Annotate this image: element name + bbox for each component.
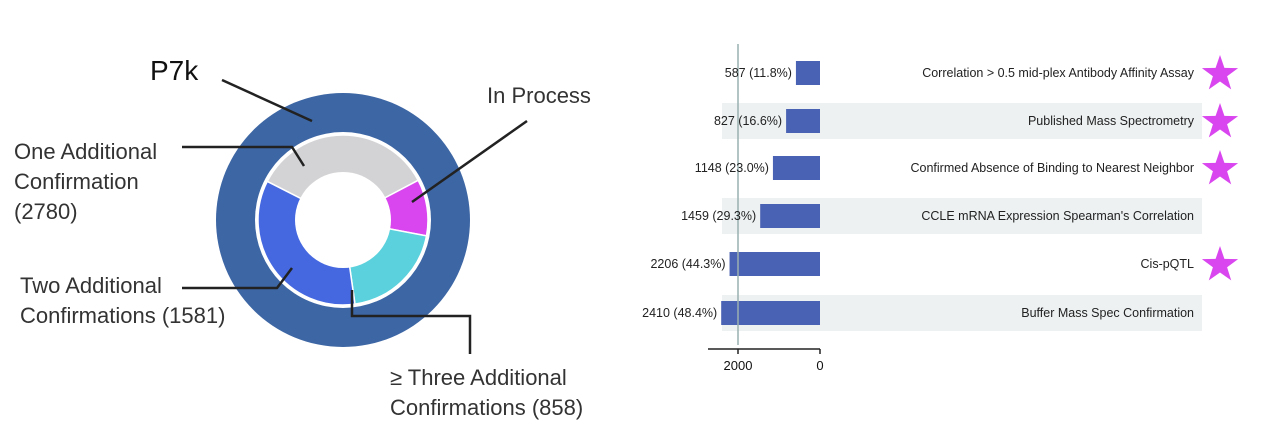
- x-tick-label: 0: [816, 358, 823, 373]
- leader-line-three-additional: [350, 290, 472, 354]
- category-label: Cis-pQTL: [1141, 257, 1195, 271]
- bar: [795, 61, 820, 85]
- category-label: Published Mass Spectrometry: [1028, 114, 1195, 128]
- donut-chart: P7k In Process One Additional Confirmati…: [14, 55, 591, 420]
- bar-labels: 587 (11.8%) Correlation > 0.5 mid-plex An…: [642, 66, 1195, 320]
- donut-hole: [295, 172, 391, 268]
- leader-line-title: [221, 78, 313, 123]
- category-label: Correlation > 0.5 mid-plex Antibody Affi…: [922, 66, 1195, 80]
- category-label: Buffer Mass Spec Confirmation: [1021, 306, 1194, 320]
- bar: [721, 301, 820, 325]
- bar: [772, 156, 820, 180]
- x-tick-label: 2000: [724, 358, 753, 373]
- category-label: Confirmed Absence of Binding to Nearest …: [911, 161, 1195, 175]
- label-in-process: In Process: [487, 83, 591, 108]
- bar-value-label: 1459 (29.3%): [681, 209, 756, 223]
- bar-value-label: 2206 (44.3%): [650, 257, 725, 271]
- bar: [786, 109, 820, 133]
- star-icon: [1201, 150, 1239, 185]
- star-icon: [1201, 103, 1239, 138]
- stars: [1201, 55, 1239, 281]
- label-three-additional: ≥ Three Additional Confirmations (858): [390, 365, 583, 420]
- bars: [721, 61, 820, 325]
- donut-title: P7k: [150, 55, 199, 86]
- bar-value-label: 587 (11.8%): [725, 66, 792, 80]
- label-one-additional: One Additional Confirmation (2780): [14, 139, 163, 224]
- label-two-additional: Two Additional Confirmations (1581): [20, 273, 225, 328]
- star-icon: [1201, 246, 1239, 281]
- leader-line-two-additional: [182, 267, 293, 290]
- x-ticks: 2000 0: [724, 349, 824, 373]
- leader-line-one-additional: [182, 145, 306, 167]
- bar-value-label: 1148 (23.0%): [695, 161, 769, 175]
- bar-value-label: 827 (16.6%): [714, 114, 782, 128]
- bar: [760, 204, 820, 228]
- category-label: CCLE mRNA Expression Spearman's Correlat…: [921, 209, 1194, 223]
- star-icon: [1201, 55, 1239, 90]
- leader-line-in-process: [411, 119, 528, 204]
- bar-chart: 587 (11.8%) Correlation > 0.5 mid-plex An…: [642, 44, 1239, 373]
- bar: [729, 252, 820, 276]
- bar-value-label: 2410 (48.4%): [642, 306, 717, 320]
